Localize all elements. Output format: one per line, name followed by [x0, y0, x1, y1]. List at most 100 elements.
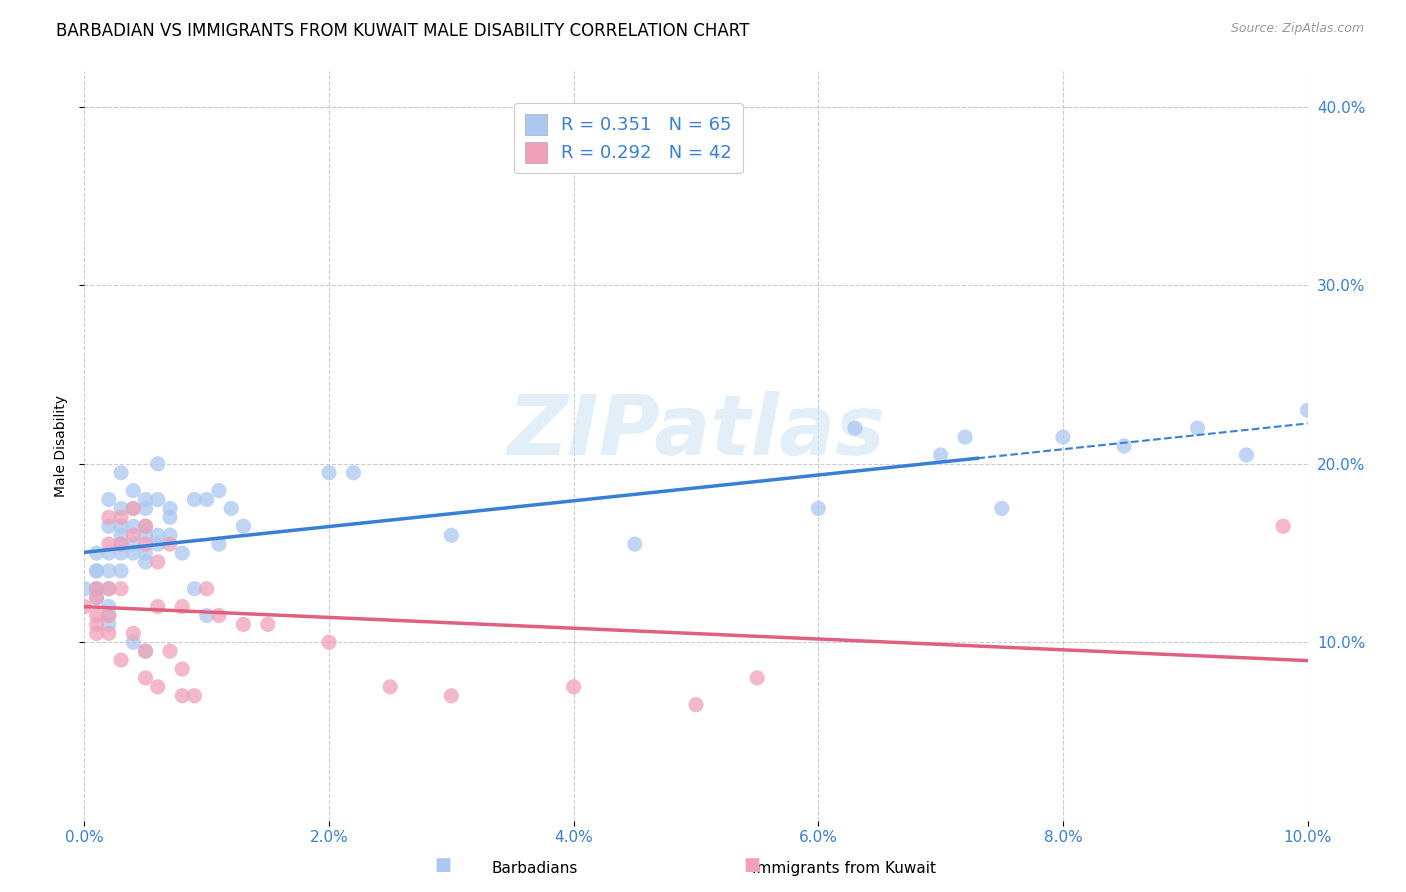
Point	[172, 662, 194, 676]
Point	[135, 537, 157, 551]
Point	[86, 582, 108, 596]
Point	[135, 644, 157, 658]
Point	[159, 528, 181, 542]
Point	[135, 501, 157, 516]
Text: BARBADIAN VS IMMIGRANTS FROM KUWAIT MALE DISABILITY CORRELATION CHART: BARBADIAN VS IMMIGRANTS FROM KUWAIT MALE…	[56, 22, 749, 40]
Point	[195, 608, 218, 623]
Point	[135, 671, 157, 685]
Point	[122, 519, 145, 533]
Point	[97, 546, 120, 560]
Point	[110, 519, 132, 533]
Text: ZIPatlas: ZIPatlas	[508, 391, 884, 472]
Point	[135, 546, 157, 560]
Point	[159, 510, 181, 524]
Point	[183, 689, 205, 703]
Point	[747, 671, 769, 685]
Point	[1236, 448, 1258, 462]
Point	[135, 555, 157, 569]
Point	[86, 591, 108, 605]
Text: Source: ZipAtlas.com: Source: ZipAtlas.com	[1230, 22, 1364, 36]
Point	[562, 680, 585, 694]
Point	[685, 698, 707, 712]
Point	[1187, 421, 1209, 435]
Point	[97, 510, 120, 524]
Point	[195, 582, 218, 596]
Point	[208, 608, 231, 623]
Point	[440, 528, 463, 542]
Point	[73, 582, 96, 596]
Point	[208, 483, 231, 498]
Point	[440, 689, 463, 703]
Point	[86, 564, 108, 578]
Text: Barbadians: Barbadians	[491, 861, 578, 876]
Point	[146, 528, 169, 542]
Point	[73, 599, 96, 614]
Point	[110, 528, 132, 542]
Point	[380, 680, 402, 694]
Point	[97, 537, 120, 551]
Point	[146, 555, 169, 569]
Point	[342, 466, 364, 480]
Point	[135, 528, 157, 542]
Point	[122, 483, 145, 498]
Point	[97, 582, 120, 596]
Point	[122, 537, 145, 551]
Y-axis label: Male Disability: Male Disability	[55, 395, 69, 497]
Point	[208, 537, 231, 551]
Point	[1052, 430, 1074, 444]
Text: ■: ■	[434, 856, 451, 874]
Point	[135, 519, 157, 533]
Point	[97, 599, 120, 614]
Point	[159, 537, 181, 551]
Point	[97, 608, 120, 623]
Point	[807, 501, 830, 516]
Point	[135, 492, 157, 507]
Point	[183, 582, 205, 596]
Point	[1272, 519, 1295, 533]
Point	[146, 492, 169, 507]
Point	[110, 501, 132, 516]
Point	[195, 492, 218, 507]
Point	[86, 582, 108, 596]
Point	[257, 617, 280, 632]
Point	[122, 501, 145, 516]
Point	[86, 626, 108, 640]
Point	[97, 582, 120, 596]
Point	[135, 644, 157, 658]
Point	[110, 510, 132, 524]
Point	[86, 582, 108, 596]
Point	[122, 546, 145, 560]
Point	[122, 528, 145, 542]
Point	[86, 564, 108, 578]
Text: Immigrants from Kuwait: Immigrants from Kuwait	[752, 861, 935, 876]
Point	[159, 644, 181, 658]
Point	[86, 546, 108, 560]
Point	[172, 689, 194, 703]
Point	[97, 492, 120, 507]
Point	[844, 421, 866, 435]
Point	[110, 582, 132, 596]
Point	[318, 466, 340, 480]
Point	[953, 430, 976, 444]
Point	[110, 466, 132, 480]
Point	[135, 519, 157, 533]
Point	[110, 653, 132, 667]
Point	[146, 537, 169, 551]
Point	[1296, 403, 1319, 417]
Point	[146, 680, 169, 694]
Point	[110, 537, 132, 551]
Point	[624, 537, 647, 551]
Point	[146, 457, 169, 471]
Point	[110, 564, 132, 578]
Point	[122, 501, 145, 516]
Point	[991, 501, 1014, 516]
Point	[929, 448, 952, 462]
Point	[219, 501, 242, 516]
Point	[110, 546, 132, 560]
Text: ■: ■	[744, 856, 761, 874]
Point	[97, 564, 120, 578]
Point	[159, 501, 181, 516]
Point	[86, 617, 108, 632]
Point	[172, 599, 194, 614]
Point	[97, 519, 120, 533]
